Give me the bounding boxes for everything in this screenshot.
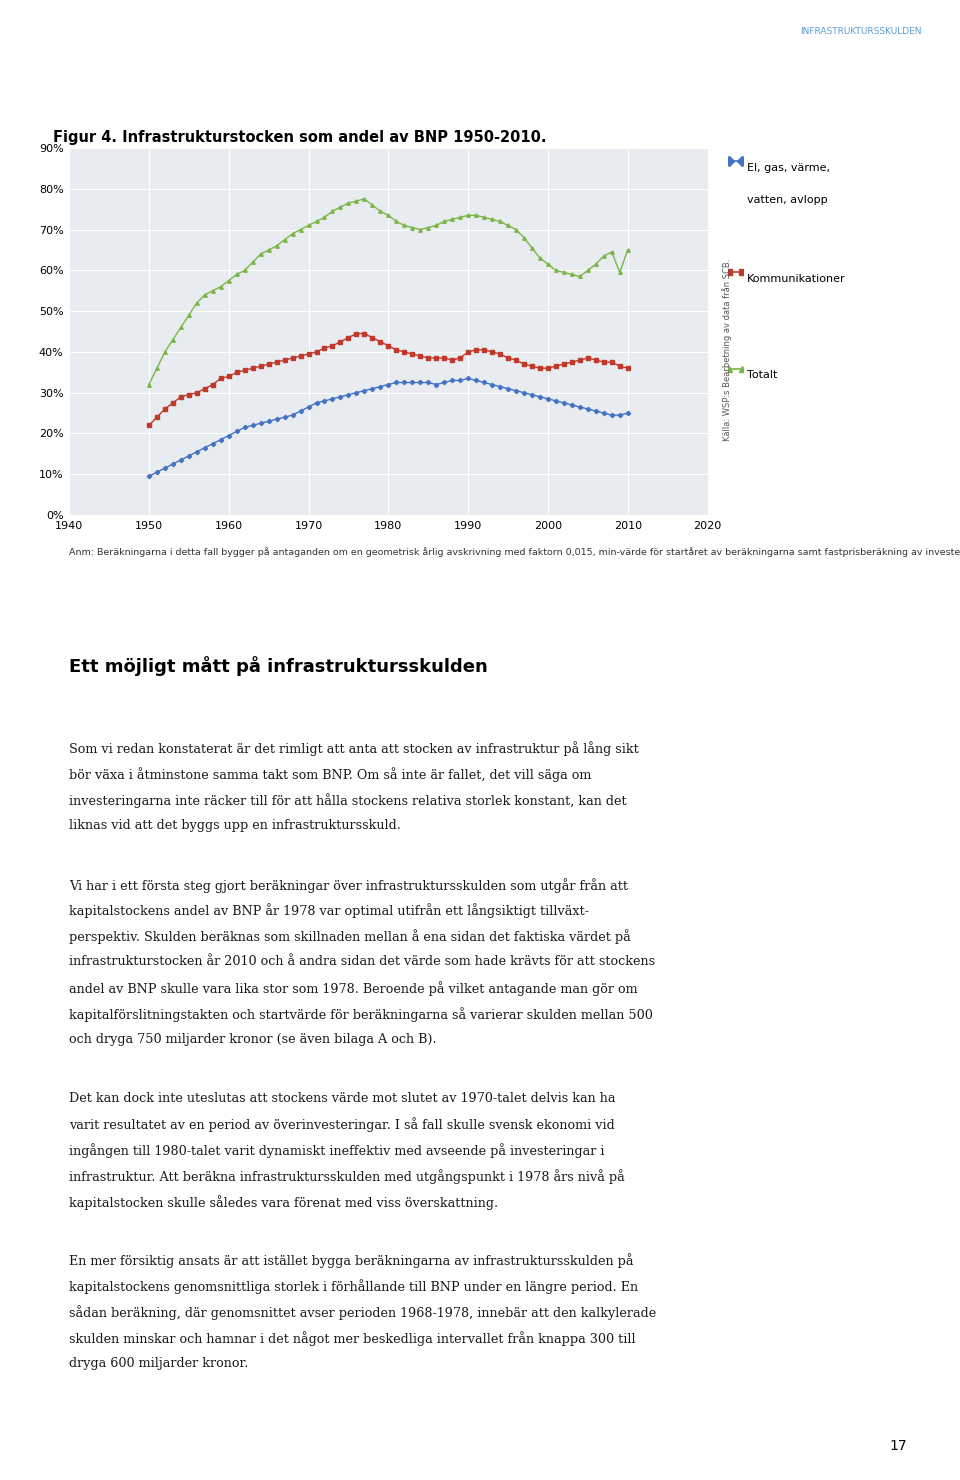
Text: Ett möjligt mått på infrastruktursskulden: Ett möjligt mått på infrastruktursskulde… [69, 656, 488, 676]
Text: Vi har i ett första steg gjort beräkningar över infrastruktursskulden som utgår : Vi har i ett första steg gjort beräkning… [69, 878, 628, 892]
Text: Som vi redan konstaterat är det rimligt att anta att stocken av infrastruktur på: Som vi redan konstaterat är det rimligt … [69, 741, 638, 756]
Text: infrastrukturstocken år 2010 och å andra sidan det värde som hade krävts för att: infrastrukturstocken år 2010 och å andra… [69, 956, 656, 968]
Text: sådan beräkning, där genomsnittet avser perioden 1968-1978, innebär att den kalk: sådan beräkning, där genomsnittet avser … [69, 1305, 657, 1320]
Text: Kommunikationer: Kommunikationer [747, 274, 846, 284]
Text: varit resultatet av en period av överinvesteringar. I så fall skulle svensk ekon: varit resultatet av en period av överinv… [69, 1117, 614, 1132]
Text: bör växa i åtminstone samma takt som BNP. Om så inte är fallet, det vill säga om: bör växa i åtminstone samma takt som BNP… [69, 767, 591, 783]
Text: INFRASTRUKTURSSKULDEN: INFRASTRUKTURSSKULDEN [800, 27, 922, 36]
Text: vatten, avlopp: vatten, avlopp [747, 195, 828, 206]
Text: andel av BNP skulle vara lika stor som 1978. Beroende på vilket antagande man gö: andel av BNP skulle vara lika stor som 1… [69, 981, 637, 996]
Text: Figur 4. Infrastrukturstocken som andel av BNP 1950-2010.: Figur 4. Infrastrukturstocken som andel … [53, 130, 546, 145]
Text: kapitalförslitningstakten och startvärde för beräkningarna så varierar skulden m: kapitalförslitningstakten och startvärde… [69, 1006, 653, 1023]
Text: ingången till 1980-talet varit dynamiskt ineffektiv med avseende på investeringa: ingången till 1980-talet varit dynamiskt… [69, 1143, 605, 1159]
Text: skulden minskar och hamnar i det något mer beskedliga intervallet från knappa 30: skulden minskar och hamnar i det något m… [69, 1332, 636, 1347]
Text: investeringarna inte räcker till för att hålla stockens relativa storlek konstan: investeringarna inte räcker till för att… [69, 793, 627, 808]
Text: El, gas, värme,: El, gas, värme, [747, 163, 829, 173]
Text: 17: 17 [890, 1440, 907, 1453]
Text: dryga 600 miljarder kronor.: dryga 600 miljarder kronor. [69, 1357, 249, 1370]
Text: Totalt: Totalt [747, 370, 778, 380]
Text: Det kan dock inte uteslutas att stockens värde mot slutet av 1970-talet delvis k: Det kan dock inte uteslutas att stockens… [69, 1092, 615, 1104]
Text: Anm: Beräkningarna i detta fall bygger på antaganden om en geometrisk årlig avsk: Anm: Beräkningarna i detta fall bygger p… [69, 548, 960, 558]
Text: kapitalstockens genomsnittliga storlek i förhållande till BNP under en längre pe: kapitalstockens genomsnittliga storlek i… [69, 1279, 638, 1295]
Text: och dryga 750 miljarder kronor (se även bilaga A och B).: och dryga 750 miljarder kronor (se även … [69, 1033, 437, 1046]
Text: kapitalstocken skulle således vara förenat med viss överskattning.: kapitalstocken skulle således vara fören… [69, 1196, 498, 1211]
Text: En mer försiktig ansats är att istället bygga beräkningarna av infrastrukturssku: En mer försiktig ansats är att istället … [69, 1254, 634, 1268]
Text: kapitalstockens andel av BNP år 1978 var optimal utifrån ett långsiktigt tillväx: kapitalstockens andel av BNP år 1978 var… [69, 903, 589, 919]
Text: liknas vid att det byggs upp en infrastruktursskuld.: liknas vid att det byggs upp en infrastr… [69, 818, 401, 832]
Text: infrastruktur. Att beräkna infrastruktursskulden med utgångspunkt i 1978 års niv: infrastruktur. Att beräkna infrastruktur… [69, 1169, 625, 1184]
Text: perspektiv. Skulden beräknas som skillnaden mellan å ena sidan det faktiska värd: perspektiv. Skulden beräknas som skillna… [69, 929, 631, 944]
Text: Källa: WSP:s Bearbetning av data från SCB.: Källa: WSP:s Bearbetning av data från SC… [722, 259, 732, 441]
